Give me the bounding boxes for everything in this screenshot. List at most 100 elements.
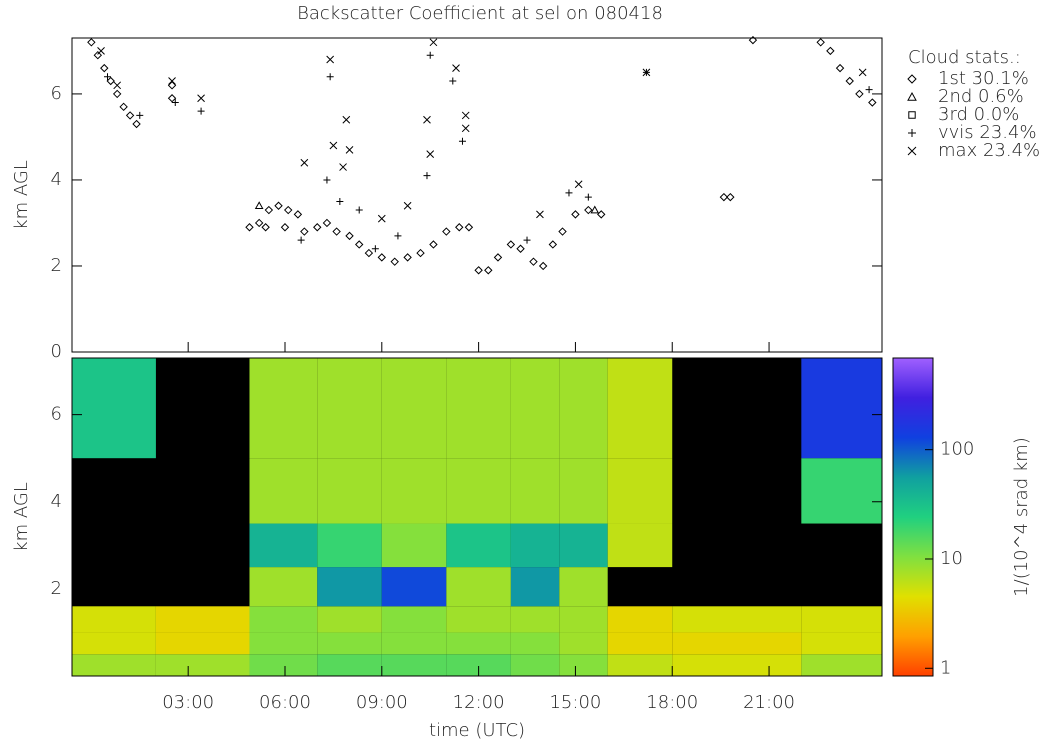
heatmap-cell [249, 523, 318, 568]
data-point [264, 205, 274, 215]
data-point [429, 38, 438, 47]
data-point [322, 218, 332, 228]
data-point [342, 115, 351, 124]
data-point [423, 172, 431, 180]
heatmap-cell [559, 523, 608, 568]
legend-label: max 23.4% [938, 140, 1040, 161]
data-point [523, 236, 531, 244]
data-point [493, 253, 503, 262]
data-point [293, 210, 303, 219]
data-point [429, 240, 438, 249]
data-point [106, 76, 115, 86]
heatmap-cell [446, 458, 511, 524]
data-point [390, 257, 399, 266]
data-point [336, 197, 344, 205]
x-tick-label: 12:00 [453, 692, 505, 713]
y-tick-label: 2 [51, 578, 62, 599]
heatmap-cell [559, 567, 608, 607]
y-tick-label: 6 [51, 83, 62, 104]
data-point [558, 227, 567, 236]
heatmap-cell [801, 632, 882, 655]
heatmap-cell [446, 523, 511, 568]
heatmap-cell [607, 523, 673, 568]
data-point [423, 115, 431, 124]
data-point [329, 141, 338, 150]
data-point [254, 218, 264, 228]
heatmap-cell [446, 654, 511, 676]
data-point [261, 223, 270, 232]
data-point [323, 176, 331, 184]
colorbar-tick-label: 1 [940, 657, 951, 678]
axes-frame [71, 37, 883, 353]
data-point [835, 63, 845, 73]
data-point [461, 124, 470, 133]
data-point [726, 192, 735, 202]
y-tick-label: 4 [51, 491, 62, 512]
data-point [313, 223, 322, 232]
heatmap-cell [510, 654, 560, 676]
heatmap-cell [317, 458, 382, 524]
data-point [119, 102, 128, 112]
data-point [455, 223, 464, 232]
data-point [345, 145, 354, 154]
heatmap-cell [801, 358, 882, 459]
data-point [865, 86, 873, 94]
data-point [197, 94, 205, 103]
x-tick-label: 09:00 [356, 692, 408, 713]
legend-marker [907, 146, 917, 156]
heatmap-cell [510, 358, 560, 459]
data-point [113, 81, 122, 90]
data-point [565, 189, 573, 197]
data-point [538, 261, 548, 271]
heatmap-cell [559, 654, 608, 676]
data-point [326, 55, 335, 64]
heatmap-cell [72, 606, 156, 633]
data-point [103, 73, 111, 81]
data-point [326, 73, 334, 81]
heatmap-cell [559, 358, 608, 459]
data-point [416, 248, 425, 258]
data-point [584, 193, 592, 201]
data-point [574, 180, 583, 189]
data-point [536, 210, 544, 219]
heatmap-cell [607, 458, 673, 524]
heatmap-cell [249, 632, 318, 655]
heatmap-cell [510, 632, 560, 655]
heatmap-cell [559, 632, 608, 655]
heatmap-cell [801, 606, 882, 633]
legend-marker [907, 74, 917, 84]
data-point [403, 201, 412, 210]
data-point [858, 68, 867, 77]
data-point [97, 47, 105, 55]
colorbar-tick-label: 100 [940, 439, 974, 460]
data-point [254, 201, 264, 210]
y-tick-label: 4 [51, 169, 62, 190]
heatmap-cell [381, 632, 447, 655]
data-point [845, 76, 854, 86]
legend-marker [908, 111, 916, 119]
data-point [339, 163, 347, 171]
data-point [168, 77, 176, 85]
legend-marker [907, 91, 917, 101]
data-point [394, 232, 402, 240]
heatmap-cell [510, 458, 560, 524]
data-point [355, 206, 363, 214]
heatmap-cell [72, 632, 156, 655]
y-tick-label: 0 [51, 341, 62, 362]
data-point [284, 205, 293, 215]
heatmap-cell [510, 523, 560, 568]
x-tick-label: 06:00 [259, 692, 311, 713]
data-point [297, 236, 305, 244]
data-point [442, 227, 451, 236]
data-point [300, 227, 309, 236]
heatmap-cell [317, 358, 382, 459]
heatmap-cell [249, 654, 318, 676]
data-point [571, 210, 580, 219]
data-point [377, 253, 387, 262]
heatmap-cell [559, 458, 608, 524]
data-point [167, 81, 177, 90]
data-point [506, 240, 516, 249]
data-point [529, 257, 538, 266]
data-point [245, 223, 254, 232]
